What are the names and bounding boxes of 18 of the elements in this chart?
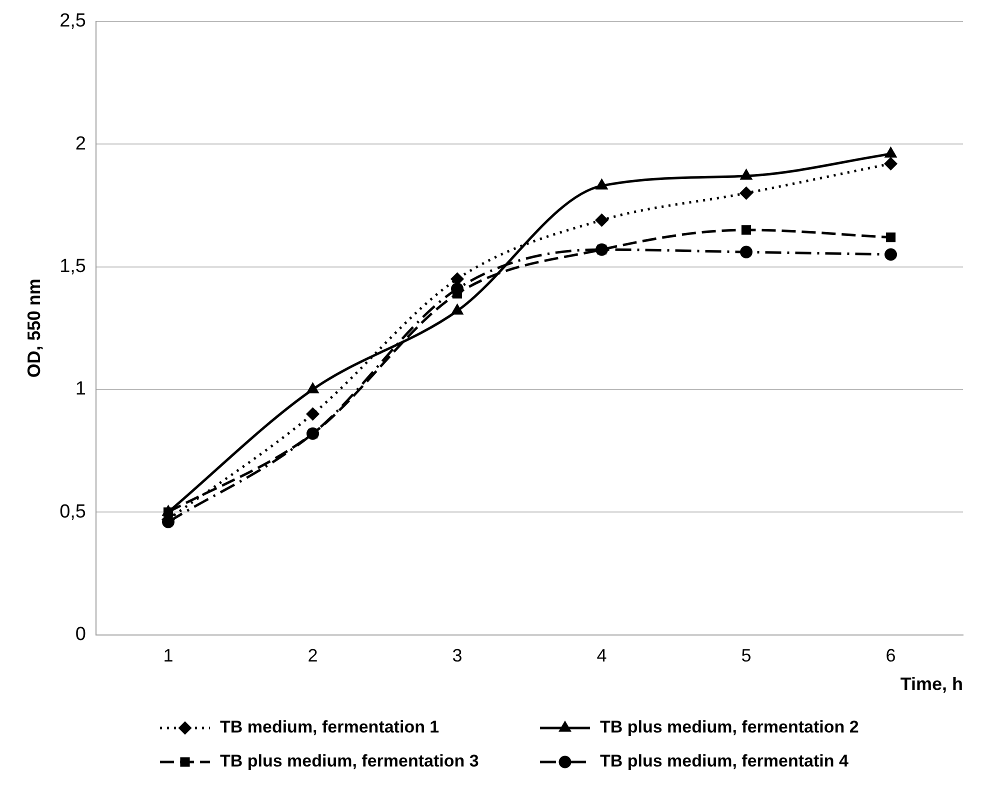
y-tick-label: 1 <box>75 378 86 400</box>
y-tick-label: 1,5 <box>60 256 86 277</box>
x-tick-label: 2 <box>308 646 318 666</box>
y-tick-label: 2 <box>75 133 86 154</box>
x-axis-title: Time, h <box>900 674 963 694</box>
x-tick-label: 6 <box>886 646 896 666</box>
legend-label: TB plus medium, fermentation 3 <box>220 752 479 771</box>
x-tick-label: 4 <box>596 646 607 666</box>
legend-label: TB medium, fermentation 1 <box>220 718 440 737</box>
y-tick-label: 0 <box>75 624 86 646</box>
x-tick-label: 5 <box>741 646 752 666</box>
legend-label: TB plus medium, fermentatin 4 <box>600 752 849 771</box>
x-tick-label: 3 <box>452 646 462 666</box>
y-tick-label: 2,5 <box>60 10 86 32</box>
y-tick-label: 0,5 <box>60 501 86 522</box>
y-axis-title: OD, 550 nm <box>24 278 44 378</box>
legend-label: TB plus medium, fermentation 2 <box>600 718 859 737</box>
x-tick-label: 1 <box>163 646 174 666</box>
